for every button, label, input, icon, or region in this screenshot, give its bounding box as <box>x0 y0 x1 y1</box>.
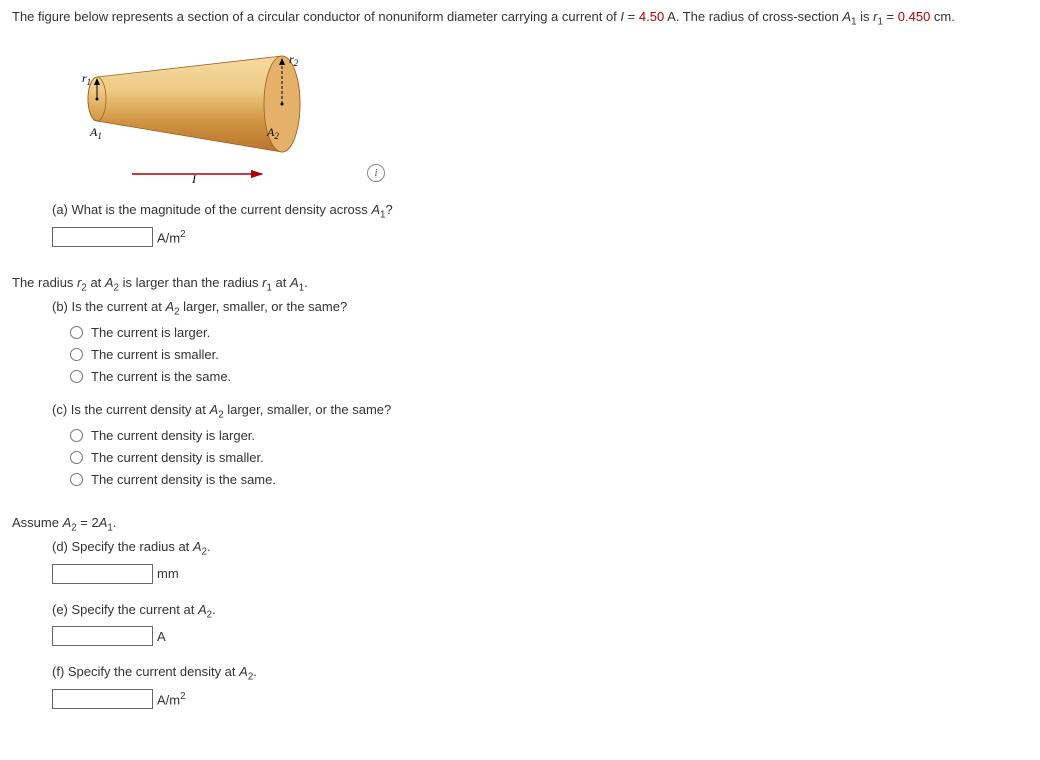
conductor-figure: r1 r2 A1 A2 I <box>52 39 332 184</box>
radio-b-2-label: The current is smaller. <box>91 347 219 362</box>
mid-statement-1: The radius r2 at A2 is larger than the r… <box>12 275 1028 294</box>
radio-b-2[interactable] <box>70 348 83 361</box>
answer-input-f[interactable] <box>52 689 153 709</box>
unit-a: A/m2 <box>157 229 186 245</box>
intro-A1: A <box>842 9 851 24</box>
answer-input-a[interactable] <box>52 227 153 247</box>
question-d: (d) Specify the radius at A2. mm <box>52 539 1028 584</box>
radio-c-1-label: The current density is larger. <box>91 428 255 443</box>
qa-A1: A <box>371 202 380 217</box>
answer-input-e[interactable] <box>52 626 153 646</box>
intro-r1-unit: cm. <box>930 9 955 24</box>
svg-text:r1: r1 <box>82 71 91 87</box>
intro-is: is <box>857 9 874 24</box>
radio-c-3-label: The current density is the same. <box>91 472 276 487</box>
unit-f: A/m2 <box>157 691 186 707</box>
radio-c-1[interactable] <box>70 429 83 442</box>
intro-text-1: The figure below represents a section of… <box>12 9 620 24</box>
question-f: (f) Specify the current density at A2. A… <box>52 664 1028 709</box>
question-e: (e) Specify the current at A2. A <box>52 602 1028 647</box>
radio-c-2[interactable] <box>70 451 83 464</box>
radio-b-3[interactable] <box>70 370 83 383</box>
intro-eq2: = <box>883 9 898 24</box>
radio-b-3-label: The current is the same. <box>91 369 231 384</box>
intro-r1-value: 0.450 <box>898 9 931 24</box>
problem-intro: The figure below represents a section of… <box>12 8 1028 29</box>
radio-c-3[interactable] <box>70 473 83 486</box>
unit-e: A <box>157 629 166 644</box>
qa-suffix: ? <box>385 202 392 217</box>
info-icon[interactable]: i <box>367 164 385 182</box>
radio-b-1-label: The current is larger. <box>91 325 210 340</box>
intro-I-value: 4.50 <box>639 9 664 24</box>
question-c: (c) Is the current density at A2 larger,… <box>52 402 1028 487</box>
question-a: (a) What is the magnitude of the current… <box>52 202 1028 247</box>
intro-eq1: = <box>624 9 639 24</box>
mid-statement-2: Assume A2 = 2A1. <box>12 515 1028 534</box>
radio-b-1[interactable] <box>70 326 83 339</box>
qa-text: (a) What is the magnitude of the current… <box>52 202 371 217</box>
question-b: (b) Is the current at A2 larger, smaller… <box>52 299 1028 384</box>
answer-input-d[interactable] <box>52 564 153 584</box>
unit-d: mm <box>157 566 179 581</box>
svg-text:A1: A1 <box>89 125 102 141</box>
svg-text:r2: r2 <box>289 52 299 68</box>
radio-c-2-label: The current density is smaller. <box>91 450 264 465</box>
intro-I-unit: A. The radius of cross-section <box>664 9 842 24</box>
